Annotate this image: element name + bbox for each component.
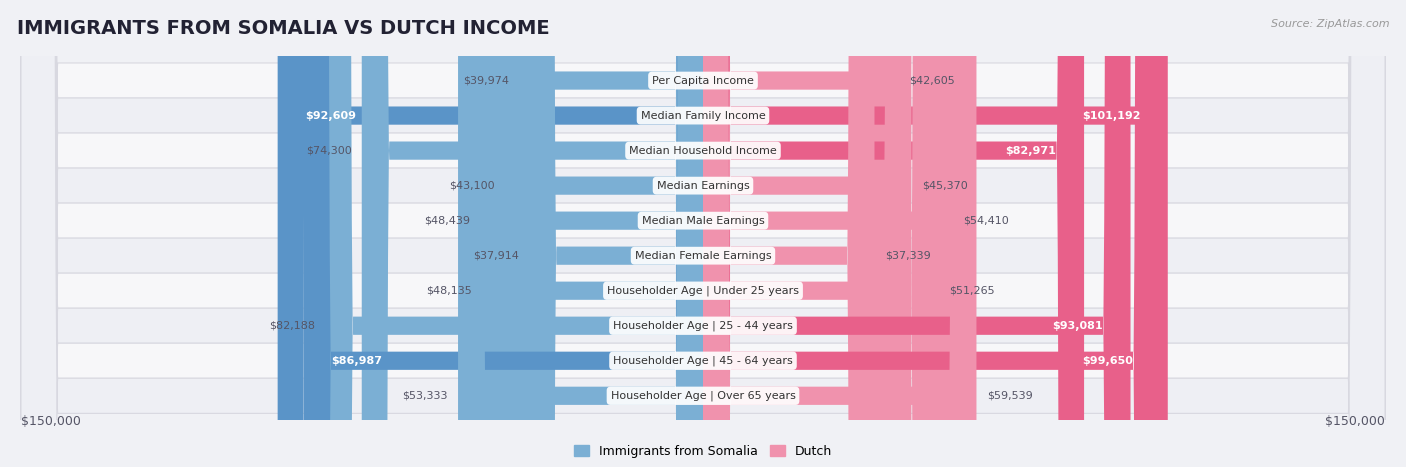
FancyBboxPatch shape xyxy=(703,0,911,467)
Text: $93,081: $93,081 xyxy=(1052,321,1102,331)
FancyBboxPatch shape xyxy=(21,0,1385,467)
FancyBboxPatch shape xyxy=(505,0,703,467)
Text: $45,370: $45,370 xyxy=(922,181,967,191)
Text: Householder Age | 25 - 44 years: Householder Age | 25 - 44 years xyxy=(613,320,793,331)
FancyBboxPatch shape xyxy=(458,0,703,467)
FancyBboxPatch shape xyxy=(703,0,976,467)
FancyBboxPatch shape xyxy=(21,0,1385,467)
Text: Householder Age | Under 25 years: Householder Age | Under 25 years xyxy=(607,285,799,296)
Text: $101,192: $101,192 xyxy=(1081,111,1140,120)
Text: $99,650: $99,650 xyxy=(1083,356,1133,366)
FancyBboxPatch shape xyxy=(21,0,1385,467)
FancyBboxPatch shape xyxy=(703,0,875,467)
FancyBboxPatch shape xyxy=(21,0,1385,467)
Text: $92,609: $92,609 xyxy=(305,111,356,120)
FancyBboxPatch shape xyxy=(21,0,1385,467)
Text: $51,265: $51,265 xyxy=(949,286,994,296)
FancyBboxPatch shape xyxy=(529,0,703,467)
Legend: Immigrants from Somalia, Dutch: Immigrants from Somalia, Dutch xyxy=(574,445,832,458)
Text: Median Female Earnings: Median Female Earnings xyxy=(634,251,772,261)
FancyBboxPatch shape xyxy=(21,0,1385,467)
FancyBboxPatch shape xyxy=(21,0,1385,467)
Text: $37,914: $37,914 xyxy=(472,251,519,261)
Text: $43,100: $43,100 xyxy=(449,181,495,191)
Text: $53,333: $53,333 xyxy=(402,391,447,401)
Text: $37,339: $37,339 xyxy=(884,251,931,261)
FancyBboxPatch shape xyxy=(703,0,1161,467)
Text: Per Capita Income: Per Capita Income xyxy=(652,76,754,85)
FancyBboxPatch shape xyxy=(703,0,1168,467)
Text: $82,971: $82,971 xyxy=(1005,146,1056,156)
FancyBboxPatch shape xyxy=(326,0,703,467)
FancyBboxPatch shape xyxy=(703,0,953,467)
Text: $59,539: $59,539 xyxy=(987,391,1032,401)
Text: $86,987: $86,987 xyxy=(330,356,382,366)
FancyBboxPatch shape xyxy=(703,0,938,467)
FancyBboxPatch shape xyxy=(482,0,703,467)
Text: Householder Age | Over 65 years: Householder Age | Over 65 years xyxy=(610,390,796,401)
FancyBboxPatch shape xyxy=(703,0,1084,467)
Text: $150,000: $150,000 xyxy=(21,415,80,427)
FancyBboxPatch shape xyxy=(21,0,1385,467)
FancyBboxPatch shape xyxy=(21,0,1385,467)
Text: Median Male Earnings: Median Male Earnings xyxy=(641,216,765,226)
FancyBboxPatch shape xyxy=(361,0,703,467)
FancyBboxPatch shape xyxy=(703,0,898,467)
FancyBboxPatch shape xyxy=(481,0,703,467)
Text: Median Earnings: Median Earnings xyxy=(657,181,749,191)
Text: $48,135: $48,135 xyxy=(426,286,471,296)
Text: $150,000: $150,000 xyxy=(1326,415,1385,427)
Text: $82,188: $82,188 xyxy=(269,321,315,331)
Text: Median Family Income: Median Family Income xyxy=(641,111,765,120)
Text: $54,410: $54,410 xyxy=(963,216,1010,226)
Text: Source: ZipAtlas.com: Source: ZipAtlas.com xyxy=(1271,19,1389,28)
FancyBboxPatch shape xyxy=(519,0,703,467)
Text: Householder Age | 45 - 64 years: Householder Age | 45 - 64 years xyxy=(613,355,793,366)
Text: $74,300: $74,300 xyxy=(305,146,352,156)
Text: $42,605: $42,605 xyxy=(910,76,955,85)
Text: IMMIGRANTS FROM SOMALIA VS DUTCH INCOME: IMMIGRANTS FROM SOMALIA VS DUTCH INCOME xyxy=(17,19,550,38)
FancyBboxPatch shape xyxy=(304,0,703,467)
Text: $48,439: $48,439 xyxy=(425,216,470,226)
Text: Median Household Income: Median Household Income xyxy=(628,146,778,156)
Text: $39,974: $39,974 xyxy=(463,76,509,85)
FancyBboxPatch shape xyxy=(277,0,703,467)
FancyBboxPatch shape xyxy=(703,0,1130,467)
FancyBboxPatch shape xyxy=(21,0,1385,467)
